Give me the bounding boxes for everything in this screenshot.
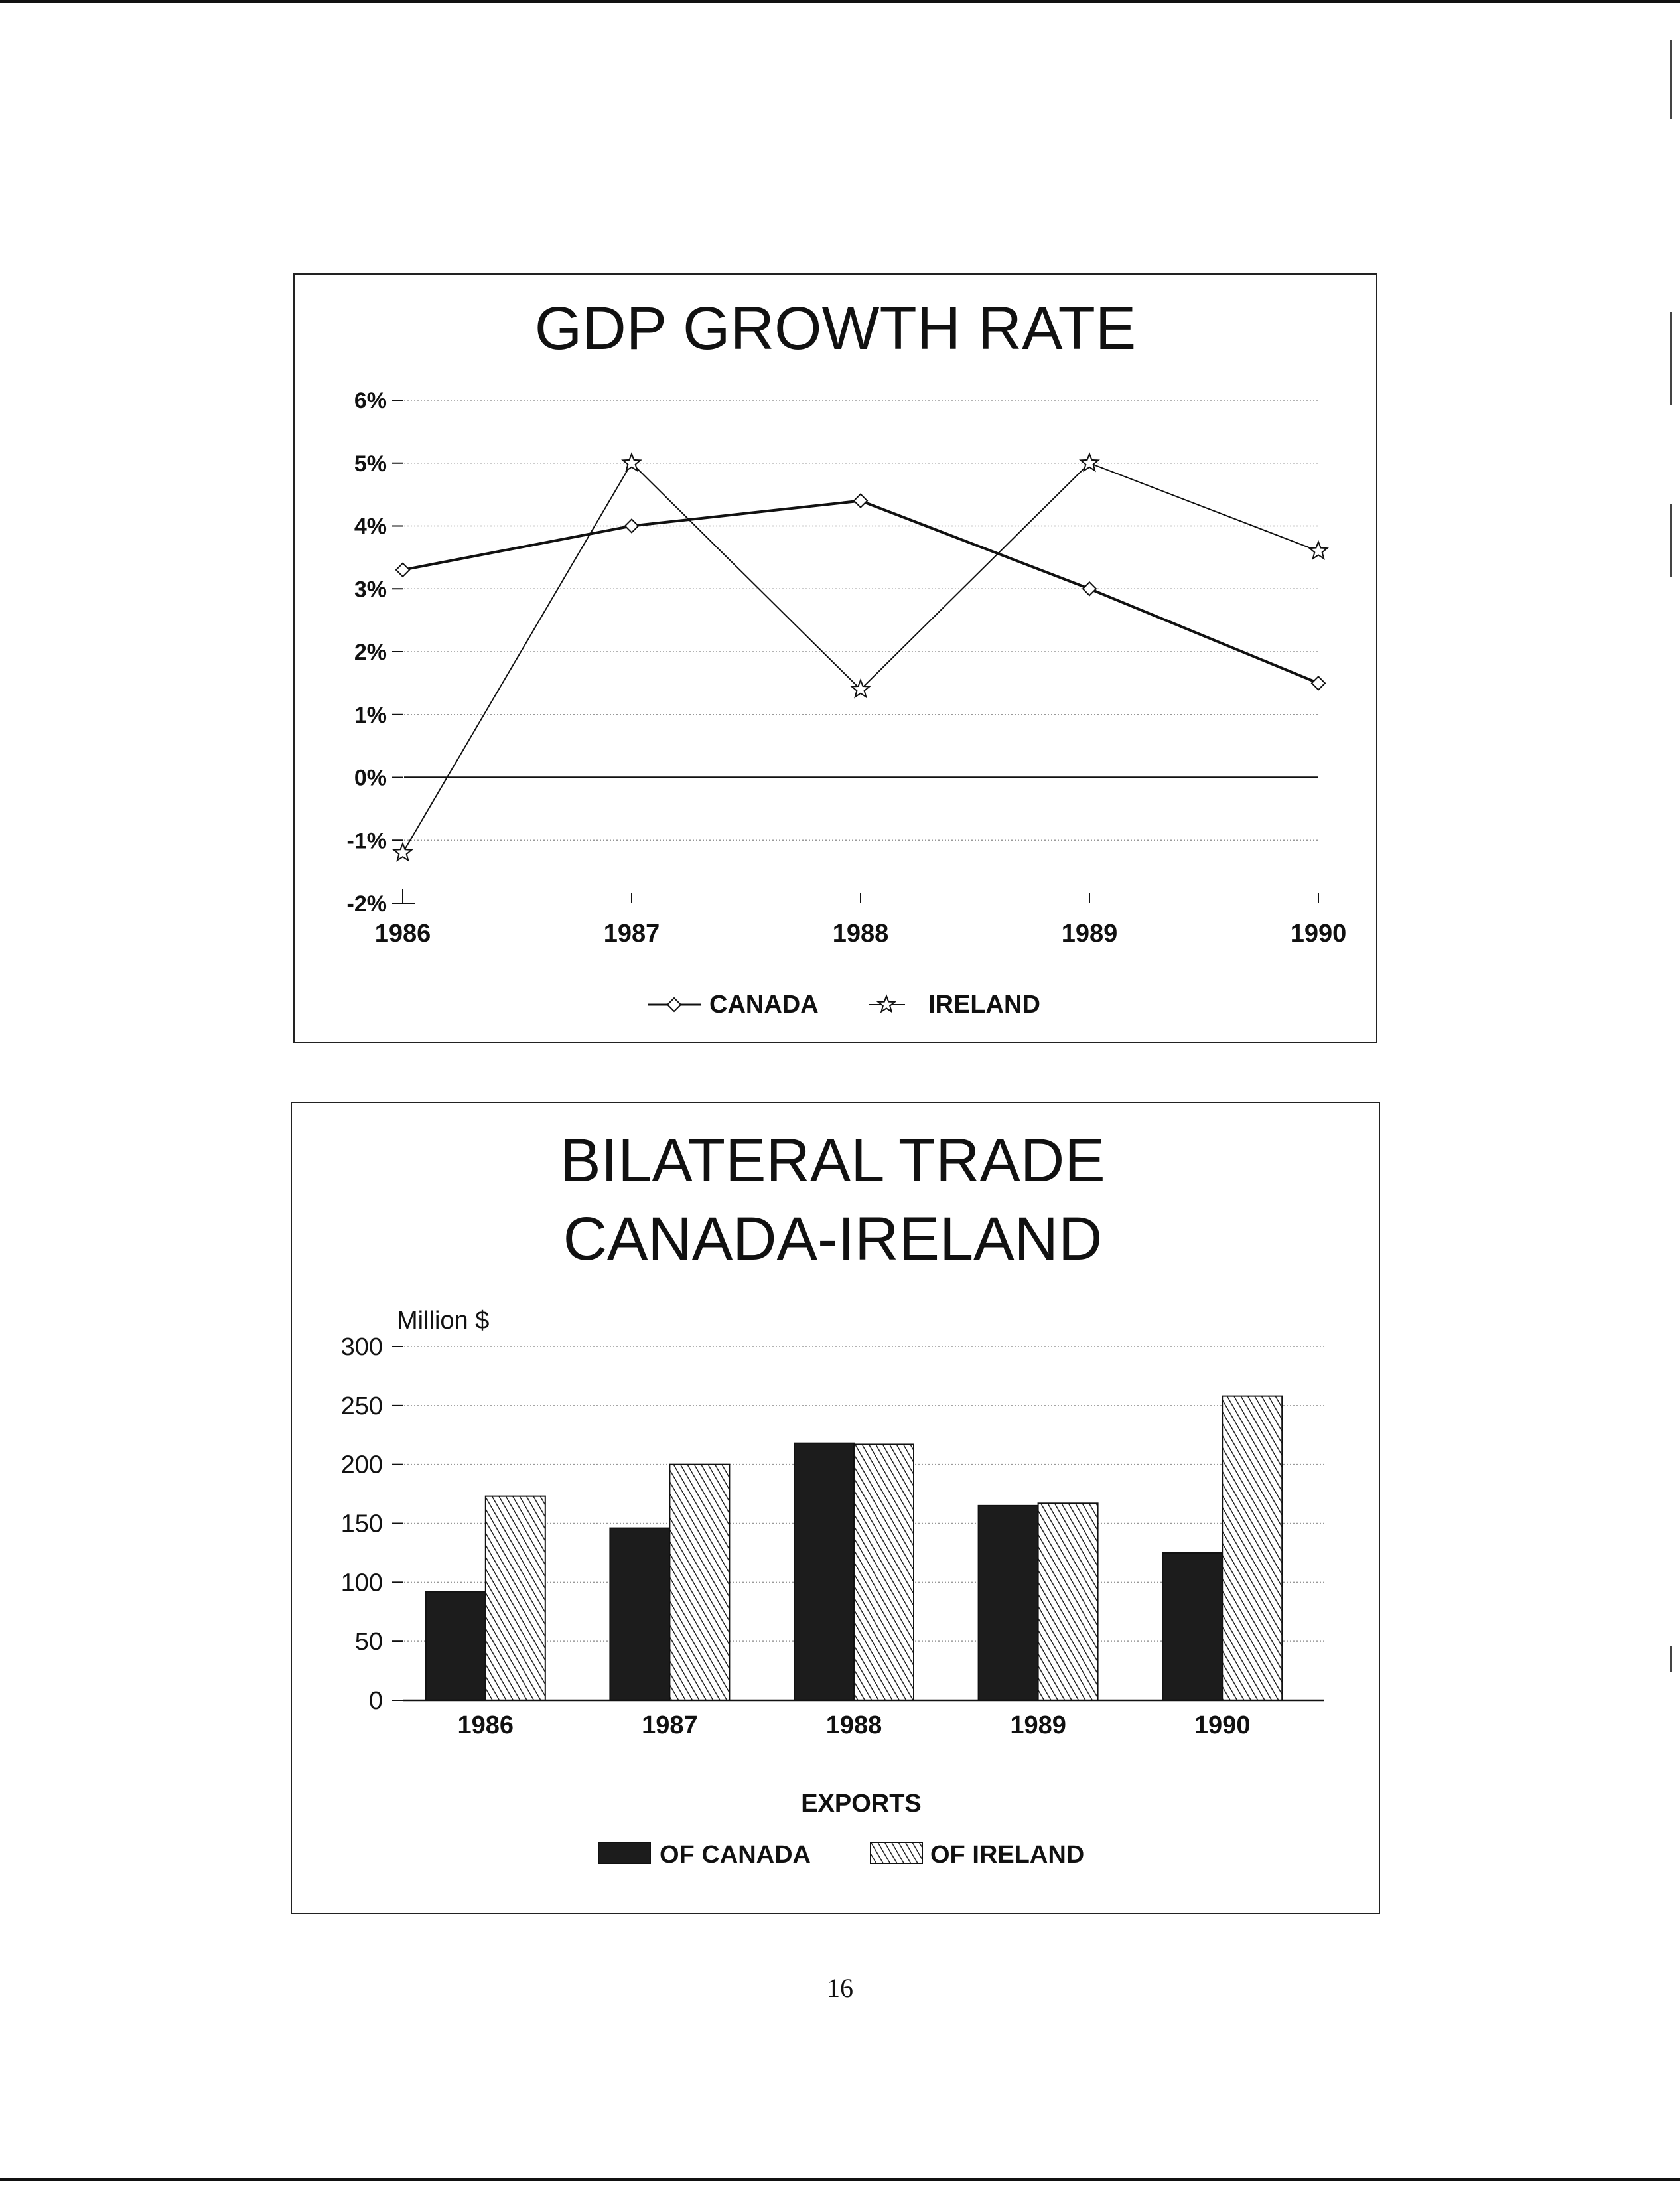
legend-swatch-canada: [598, 1842, 651, 1864]
chart-title-line-1: BILATERAL TRADE: [560, 1127, 1105, 1195]
scan-edge-mark: [1670, 40, 1672, 119]
gdp-growth-line-chart: GDP GROWTH RATE 6% 5% 4% 3% 2% 1% 0% -1% -2% 1986…: [347, 295, 1347, 1019]
gdp-growth-chart-panel: GDP GROWTH RATE 6% 5% 4% 3% 2% 1% 0% -1% -2% 1986…: [293, 273, 1377, 1043]
y-tick-label: 0%: [354, 766, 387, 791]
bar-of-canada: [425, 1591, 486, 1702]
page-number: 16: [827, 1973, 853, 2003]
y-tick-label: 5%: [354, 451, 387, 476]
bilateral-trade-bar-chart: BILATERAL TRADE CANADA-IRELAND Million $…: [341, 1127, 1324, 1869]
data-point-canada: [1082, 581, 1097, 597]
y-tick-label: 1%: [354, 703, 387, 728]
y-tick-label: 4%: [354, 514, 387, 540]
y-tick-label: 6%: [354, 388, 387, 413]
bar-of-canada: [1162, 1552, 1224, 1702]
data-point-canada: [1310, 675, 1326, 691]
x-tick-label: 1988: [826, 1712, 882, 1739]
data-point-ireland: [1079, 452, 1100, 473]
y-tick-label: 300: [341, 1333, 383, 1361]
data-point-ireland: [850, 678, 871, 699]
bar-of-canada: [794, 1442, 855, 1701]
x-tick-label: 1989: [1010, 1712, 1066, 1739]
top-page-rule: [0, 0, 1680, 3]
legend-marker-ireland: [876, 994, 897, 1013]
bar-of-canada: [609, 1527, 671, 1702]
chart-title: GDP GROWTH RATE: [535, 295, 1136, 362]
y-tick-label: 3%: [354, 577, 387, 602]
bar-of-ireland: [853, 1443, 914, 1701]
scan-edge-mark: [1670, 1646, 1672, 1672]
bar-of-canada: [977, 1504, 1039, 1701]
y-tick-label: 200: [341, 1451, 383, 1479]
data-point-canada: [395, 562, 411, 578]
data-point-canada: [624, 518, 640, 534]
series-line-ireland: [402, 462, 1319, 853]
series-line-canada: [402, 499, 1319, 685]
y-tick-label: 150: [341, 1510, 383, 1538]
bar-of-ireland: [669, 1463, 731, 1702]
x-tick-label: 1989: [1062, 920, 1118, 948]
x-tick-label: 1986: [458, 1712, 514, 1739]
legend-marker-canada: [666, 997, 682, 1013]
x-tick-label: 1987: [604, 920, 660, 948]
bar-of-ireland: [1222, 1395, 1283, 1701]
data-point-ireland: [392, 841, 413, 862]
bar-of-ireland: [1037, 1502, 1099, 1702]
y-tick-label: 2%: [354, 640, 387, 665]
data-point-ireland: [621, 452, 642, 473]
bilateral-trade-chart-panel: BILATERAL TRADE CANADA-IRELAND Million $…: [291, 1102, 1380, 1914]
data-point-ireland: [1308, 540, 1329, 560]
x-tick-label: 1988: [833, 920, 889, 948]
x-tick-label: 1986: [375, 920, 431, 948]
y-tick-label: 250: [341, 1392, 383, 1420]
legend-label-ireland: OF IRELAND: [930, 1841, 1084, 1869]
bar-of-ireland: [484, 1495, 546, 1701]
data-point-canada: [853, 493, 869, 509]
x-tick-label: 1990: [1194, 1712, 1251, 1739]
x-tick-label: 1987: [642, 1712, 698, 1739]
scan-edge-mark: [1670, 504, 1672, 577]
y-tick-label: 50: [355, 1628, 383, 1656]
scan-edge-mark: [1670, 312, 1672, 405]
y-tick-label: 100: [341, 1569, 383, 1597]
legend-label-canada: CANADA: [709, 991, 819, 1019]
y-tick-label: -2%: [347, 891, 387, 916]
y-tick-label: -1%: [347, 828, 387, 853]
legend-label-canada: OF CANADA: [660, 1841, 811, 1869]
legend-swatch-ireland: [870, 1842, 923, 1864]
bottom-page-rule: [0, 2178, 1680, 2181]
legend-title: EXPORTS: [801, 1790, 922, 1818]
y-tick-label: 0: [369, 1687, 383, 1715]
y-axis-label: Million $: [397, 1307, 489, 1335]
chart-title-line-2: CANADA-IRELAND: [563, 1205, 1103, 1273]
x-tick-label: 1990: [1291, 920, 1347, 948]
legend-label-ireland: IRELAND: [928, 991, 1040, 1019]
